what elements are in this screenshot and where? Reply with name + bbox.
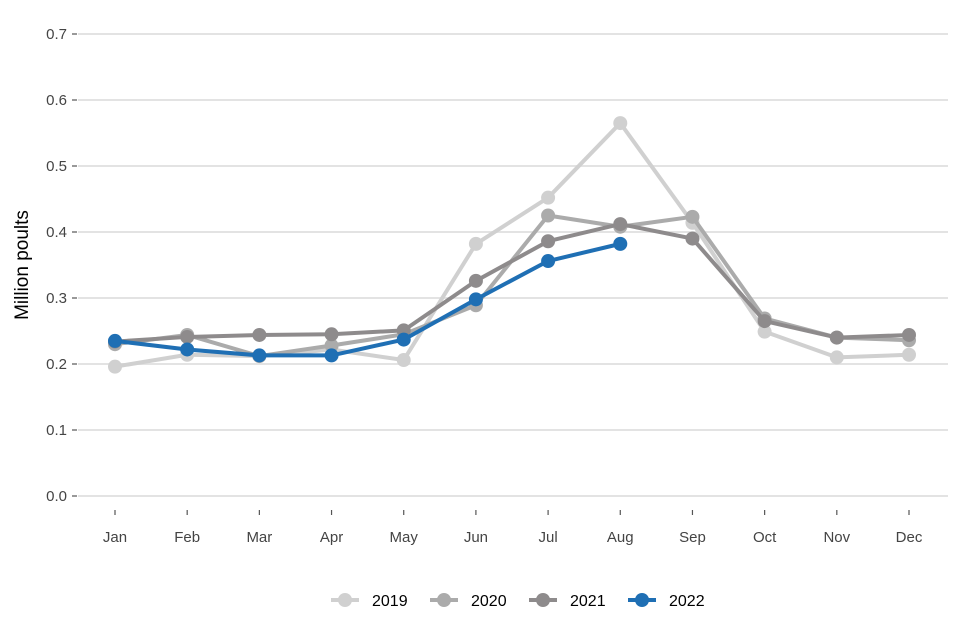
y-tick-label: 0.4	[46, 224, 67, 241]
data-point	[324, 327, 339, 342]
data-point	[902, 327, 916, 342]
y-tick-label: 0.0	[46, 488, 67, 505]
x-tick-label: Sep	[679, 529, 706, 546]
data-point	[468, 292, 483, 307]
x-tick-label: Jul	[538, 529, 557, 546]
legend-label: 2019	[372, 593, 408, 610]
x-tick-label: Dec	[896, 529, 923, 546]
data-point	[108, 333, 122, 348]
data-point	[252, 327, 267, 342]
data-point	[324, 348, 339, 363]
y-tick-label: 0.5	[46, 158, 67, 175]
legend: 2019 2020 2021 2022	[331, 593, 705, 610]
data-point	[685, 231, 700, 246]
x-tick-label: May	[390, 529, 419, 546]
series-line	[113, 222, 911, 344]
data-point	[757, 314, 772, 329]
data-point	[324, 338, 339, 353]
y-tick-label: 0.3	[46, 290, 67, 307]
data-point	[180, 329, 195, 344]
y-tick-label: 0.6	[46, 92, 67, 109]
x-tick-label: Jan	[103, 529, 127, 546]
data-point	[613, 116, 628, 131]
series-2022	[108, 236, 628, 363]
data-point	[829, 350, 844, 365]
y-tick-label: 0.1	[46, 422, 67, 439]
legend-item-2021: 2021	[529, 593, 606, 610]
data-point	[757, 324, 772, 339]
data-point	[613, 217, 628, 232]
data-point	[902, 347, 916, 362]
gridlines	[78, 33, 948, 497]
data-point	[541, 254, 556, 269]
data-point	[613, 236, 628, 251]
legend-swatch-point	[635, 593, 649, 607]
series-line	[113, 121, 911, 369]
legend-swatch-point	[536, 593, 550, 607]
x-tick-label: Jun	[464, 529, 488, 546]
legend-label: 2020	[471, 593, 507, 610]
data-point	[396, 332, 411, 347]
x-tick-label: Nov	[823, 529, 850, 546]
y-axis-title: Million poults	[12, 210, 33, 320]
data-point	[685, 209, 700, 224]
legend-item-2019: 2019	[331, 593, 408, 610]
x-tick-label: Apr	[320, 529, 343, 546]
x-tick-label: Mar	[246, 529, 272, 546]
legend-label: 2021	[570, 593, 606, 610]
data-point	[829, 330, 844, 345]
data-point	[252, 348, 267, 363]
x-tick-label: Feb	[174, 529, 200, 546]
data-point	[396, 353, 411, 368]
data-point	[468, 273, 483, 288]
legend-label: 2022	[669, 593, 705, 610]
legend-swatch-point	[338, 593, 352, 607]
y-axis: 0.0 0.1 0.2 0.3 0.4 0.5 0.6 0.7	[46, 26, 77, 505]
x-tick-label: Aug	[607, 529, 634, 546]
data-point	[541, 208, 556, 223]
legend-item-2020: 2020	[430, 593, 507, 610]
data-point	[541, 190, 556, 205]
legend-item-2022: 2022	[628, 593, 705, 610]
x-tick-label: Oct	[753, 529, 777, 546]
data-point	[180, 342, 195, 357]
series-line	[113, 241, 623, 358]
series	[108, 116, 916, 374]
legend-swatch-point	[437, 593, 451, 607]
x-axis: Jan Feb Mar Apr May Jun Jul Aug Sep Oct Nov Dec	[103, 510, 923, 546]
data-point	[468, 236, 483, 251]
y-tick-label: 0.7	[46, 26, 67, 43]
series-2021	[108, 217, 916, 349]
data-point	[541, 234, 556, 249]
y-tick-label: 0.2	[46, 356, 67, 373]
data-point	[108, 359, 122, 374]
